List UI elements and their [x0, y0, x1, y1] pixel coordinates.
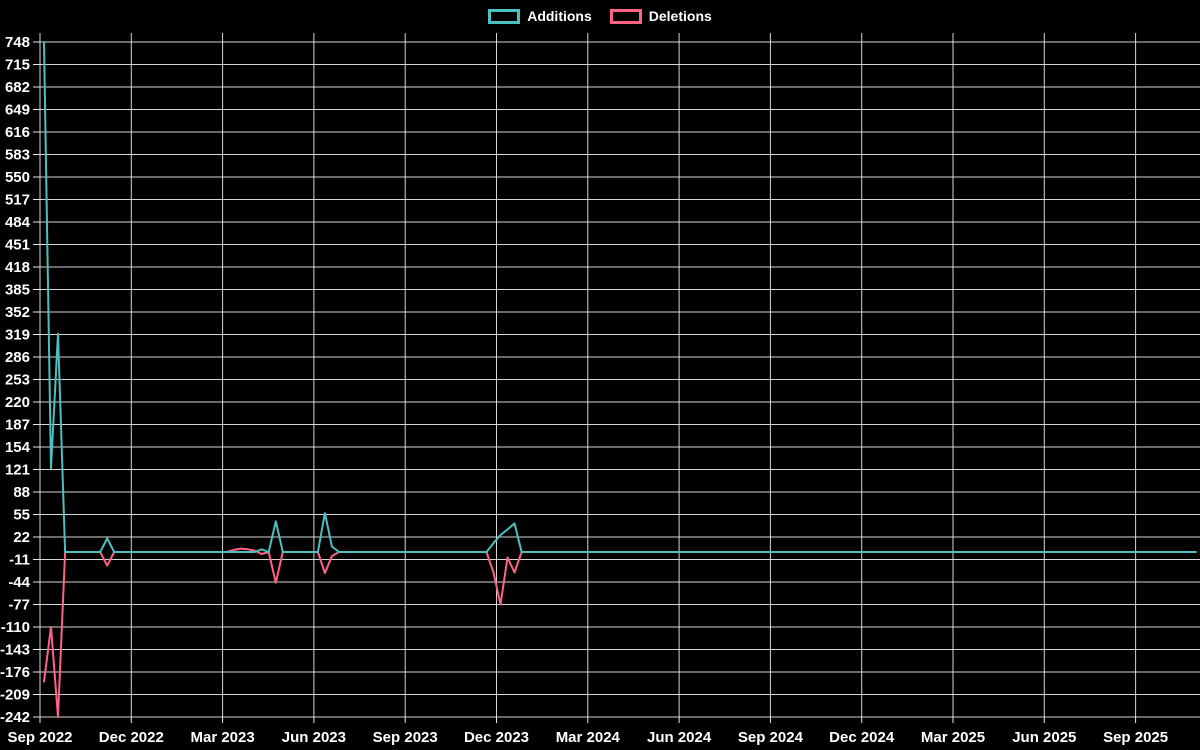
y-axis-label: -77: [8, 597, 30, 614]
y-axis-label: 583: [5, 147, 30, 164]
y-axis-label: 748: [5, 34, 30, 51]
data-series: [43, 41, 1197, 718]
y-axis-label: 451: [5, 237, 30, 254]
x-axis-label: Jun 2025: [1012, 729, 1076, 746]
y-axis-label: 517: [5, 192, 30, 209]
y-axis-label: 286: [5, 349, 30, 366]
x-axis-label: Jun 2024: [647, 729, 712, 746]
y-gridlines: [40, 41, 1200, 718]
legend-label-additions: Additions: [527, 8, 592, 24]
legend-item-additions[interactable]: Additions: [488, 7, 592, 25]
y-axis-label: 88: [13, 484, 30, 501]
y-axis-label: 649: [5, 102, 30, 119]
y-axis-label: 385: [5, 282, 30, 299]
y-axis-label: -11: [9, 552, 30, 569]
x-axis-label: Mar 2023: [190, 729, 254, 746]
x-axis-label: Sep 2022: [7, 729, 72, 746]
legend-label-deletions: Deletions: [648, 8, 712, 24]
y-axis-label: 22: [13, 529, 30, 546]
y-axis-label: 154: [5, 439, 31, 456]
deletions-swatch-icon: [609, 8, 642, 24]
y-axis-label: -110: [1, 619, 30, 636]
additions-swatch-icon: [488, 8, 521, 24]
y-axis-label: -209: [0, 687, 30, 704]
y-axis-label: -44: [8, 574, 30, 591]
x-axis-label: Sep 2023: [373, 729, 438, 746]
x-axis-label: Mar 2025: [921, 729, 985, 746]
x-axis-label: Dec 2023: [464, 729, 529, 746]
x-axis-label: Dec 2024: [829, 729, 895, 746]
chart-legend: Additions Deletions: [0, 7, 1200, 25]
x-axis-label: Sep 2024: [738, 729, 804, 746]
y-axis-label: 253: [5, 372, 30, 389]
y-axis-labels: 748 715 682 649 616 583 550 517 484 451 418 385 352 3…: [0, 34, 31, 726]
y-axis-label: 55: [13, 507, 30, 524]
y-axis-label: -143: [0, 642, 30, 659]
x-tick-marks: [39, 717, 1137, 723]
deletions-line: [43, 547, 1197, 718]
legend-item-deletions[interactable]: Deletions: [609, 7, 712, 25]
x-axis-label: Jun 2023: [282, 729, 346, 746]
y-axis-label: 352: [5, 304, 30, 321]
y-axis-label: 187: [5, 417, 30, 434]
y-axis-label: 616: [5, 124, 30, 141]
x-axis-label: Mar 2024: [556, 729, 621, 746]
y-axis-label: 220: [5, 394, 30, 411]
y-axis-label: 715: [5, 57, 30, 74]
y-axis-label: -242: [0, 709, 30, 726]
y-axis-label: 682: [5, 79, 30, 96]
y-tick-marks: [33, 41, 40, 718]
y-axis-label: 319: [5, 327, 30, 344]
y-axis-label: 484: [5, 214, 31, 231]
y-axis-label: 418: [5, 259, 30, 276]
x-axis-label: Sep 2025: [1103, 729, 1168, 746]
y-axis-label: 121: [5, 462, 30, 479]
additions-line: [43, 41, 1197, 553]
x-axis-labels: Sep 2022 Dec 2022 Mar 2023 Jun 2023 Sep 2023…: [7, 729, 1168, 746]
x-gridlines: [39, 33, 1137, 717]
y-axis-label: 550: [5, 169, 30, 186]
y-axis-label: -176: [0, 664, 30, 681]
x-axis-label: Dec 2022: [99, 729, 164, 746]
